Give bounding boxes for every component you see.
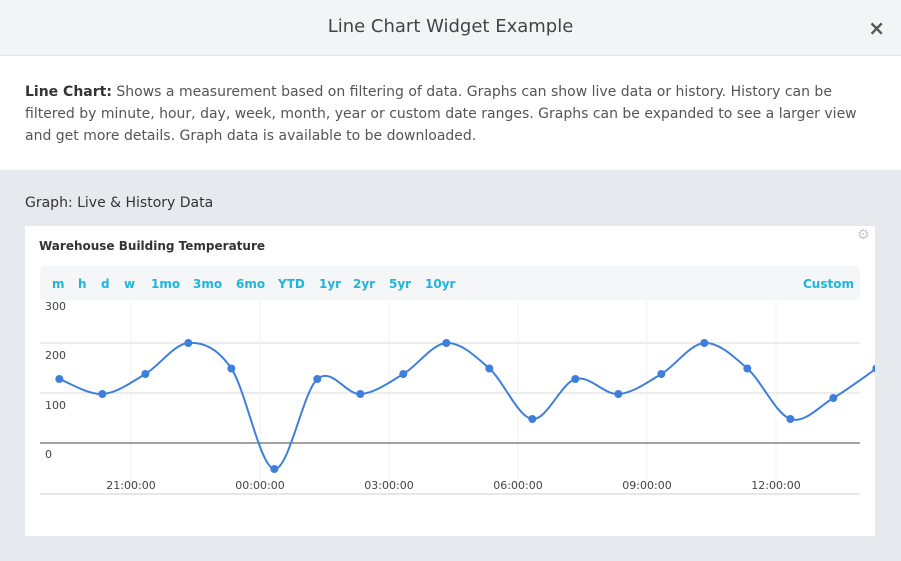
data-point (872, 364, 875, 373)
dialog-header: Line Chart Widget Example × (0, 0, 901, 56)
data-point (442, 339, 451, 347)
data-point (657, 370, 666, 378)
section-title: Graph: Live & History Data (25, 195, 214, 211)
y-tick-label: 0 (45, 448, 52, 461)
range-button-ytd[interactable]: YTD (278, 277, 305, 291)
series-line (58, 341, 875, 470)
data-point (55, 375, 64, 383)
y-tick-label: 200 (45, 349, 66, 362)
data-point (98, 390, 107, 398)
x-tick-label: 12:00:00 (751, 479, 800, 492)
data-point (485, 364, 494, 373)
data-point (270, 465, 279, 473)
close-icon[interactable]: × (868, 16, 885, 40)
description-body: Shows a measurement based on filtering o… (25, 84, 857, 144)
range-button-6mo[interactable]: 6mo (236, 277, 266, 291)
x-tick-label: 09:00:00 (622, 479, 671, 492)
range-button-d[interactable]: d (101, 277, 110, 291)
range-button-h[interactable]: h (78, 277, 87, 291)
data-point (571, 375, 580, 383)
y-tick-label: 300 (45, 300, 66, 313)
x-tick-label: 03:00:00 (364, 479, 413, 492)
range-button-2yr[interactable]: 2yr (353, 277, 376, 291)
range-button-w[interactable]: w (124, 277, 136, 291)
range-button-1yr[interactable]: 1yr (319, 277, 342, 291)
data-point (313, 375, 322, 383)
x-tick-label: 00:00:00 (235, 479, 284, 492)
range-button-1mo[interactable]: 1mo (151, 277, 181, 291)
x-tick-label: 06:00:00 (493, 479, 542, 492)
y-tick-label: 100 (45, 399, 66, 412)
range-selector: m h d w 1mo 3mo 6mo YTD 1yr 2yr 5yr 10yr… (40, 266, 860, 300)
range-button-custom[interactable]: Custom (803, 277, 854, 291)
line-chart: 0 100 200 300 21:00:00 00:00:00 03:00:00 06:00:… (40, 300, 875, 495)
widget-title: Warehouse Building Temperature (39, 239, 265, 253)
data-point (700, 339, 709, 347)
data-point (528, 415, 537, 423)
range-button-m[interactable]: m (52, 277, 65, 291)
data-point (614, 390, 623, 398)
data-point (399, 370, 408, 378)
description-label: Line Chart: (25, 84, 112, 100)
range-button-5yr[interactable]: 5yr (389, 277, 412, 291)
x-tick-label: 21:00:00 (106, 479, 155, 492)
data-point (829, 394, 838, 402)
data-point (786, 415, 795, 423)
chart-widget: 0 100 200 300 21:00:00 00:00:00 03:00:00 06:00:… (25, 226, 875, 536)
gear-icon[interactable]: ⚙ (857, 227, 870, 243)
range-button-10yr[interactable]: 10yr (425, 277, 456, 291)
dialog-title: Line Chart Widget Example (327, 16, 574, 37)
data-point (227, 364, 236, 373)
description-text: Line Chart: Shows a measurement based on… (25, 81, 875, 147)
description-panel: Line Chart: Shows a measurement based on… (0, 56, 901, 170)
data-point (743, 364, 752, 373)
data-point (141, 370, 150, 378)
data-point (184, 339, 193, 347)
data-point (356, 390, 365, 398)
range-button-3mo[interactable]: 3mo (193, 277, 223, 291)
